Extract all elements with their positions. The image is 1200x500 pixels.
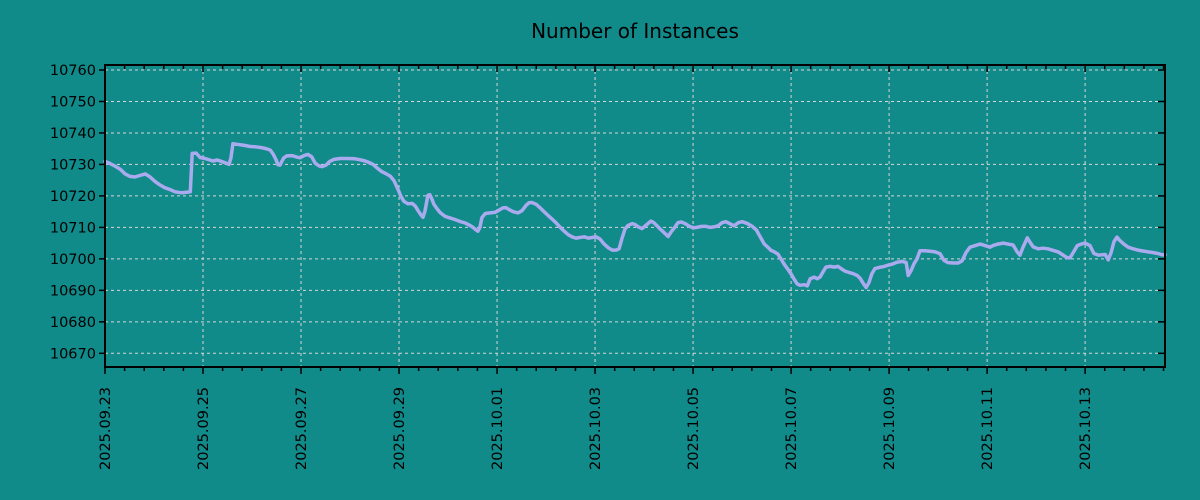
x-tick-label: 2025.09.23 bbox=[98, 387, 114, 470]
y-tick-label: 10690 bbox=[50, 283, 96, 299]
y-tick-label: 10700 bbox=[50, 252, 96, 268]
x-tick-label: 2025.10.01 bbox=[490, 387, 506, 470]
y-tick-label: 10720 bbox=[50, 189, 96, 205]
x-tick-label: 2025.09.25 bbox=[196, 387, 212, 470]
axes-and-ticks bbox=[99, 64, 1166, 374]
x-tick-label: 2025.10.11 bbox=[980, 387, 996, 470]
x-tick-label: 2025.09.29 bbox=[392, 387, 408, 470]
axis-tick-labels: 10670 10680 10690 10700 10710 10720 10730 10740… bbox=[50, 63, 1094, 470]
y-tick-label: 10740 bbox=[50, 126, 96, 142]
y-tick-label: 10670 bbox=[50, 346, 96, 362]
x-tick-label: 2025.10.09 bbox=[882, 387, 898, 470]
plot-border bbox=[104, 64, 1166, 368]
x-tick-label: 2025.10.03 bbox=[588, 387, 604, 470]
chart-title: Number of Instances bbox=[531, 19, 739, 43]
grid-lines bbox=[105, 65, 1165, 367]
x-tick-label: 2025.10.05 bbox=[686, 387, 702, 470]
y-tick-label: 10710 bbox=[50, 220, 96, 236]
y-tick-label: 10680 bbox=[50, 315, 96, 331]
y-tick-label: 10750 bbox=[50, 94, 96, 110]
y-tick-label: 10730 bbox=[50, 157, 96, 173]
x-tick-label: 2025.09.27 bbox=[294, 387, 310, 470]
series-layer bbox=[103, 141, 1167, 290]
y-tick-label: 10760 bbox=[50, 63, 96, 79]
x-tick-label: 2025.10.07 bbox=[784, 387, 800, 470]
data-series-line bbox=[103, 141, 1167, 290]
x-tick-label: 2025.10.13 bbox=[1078, 387, 1094, 470]
